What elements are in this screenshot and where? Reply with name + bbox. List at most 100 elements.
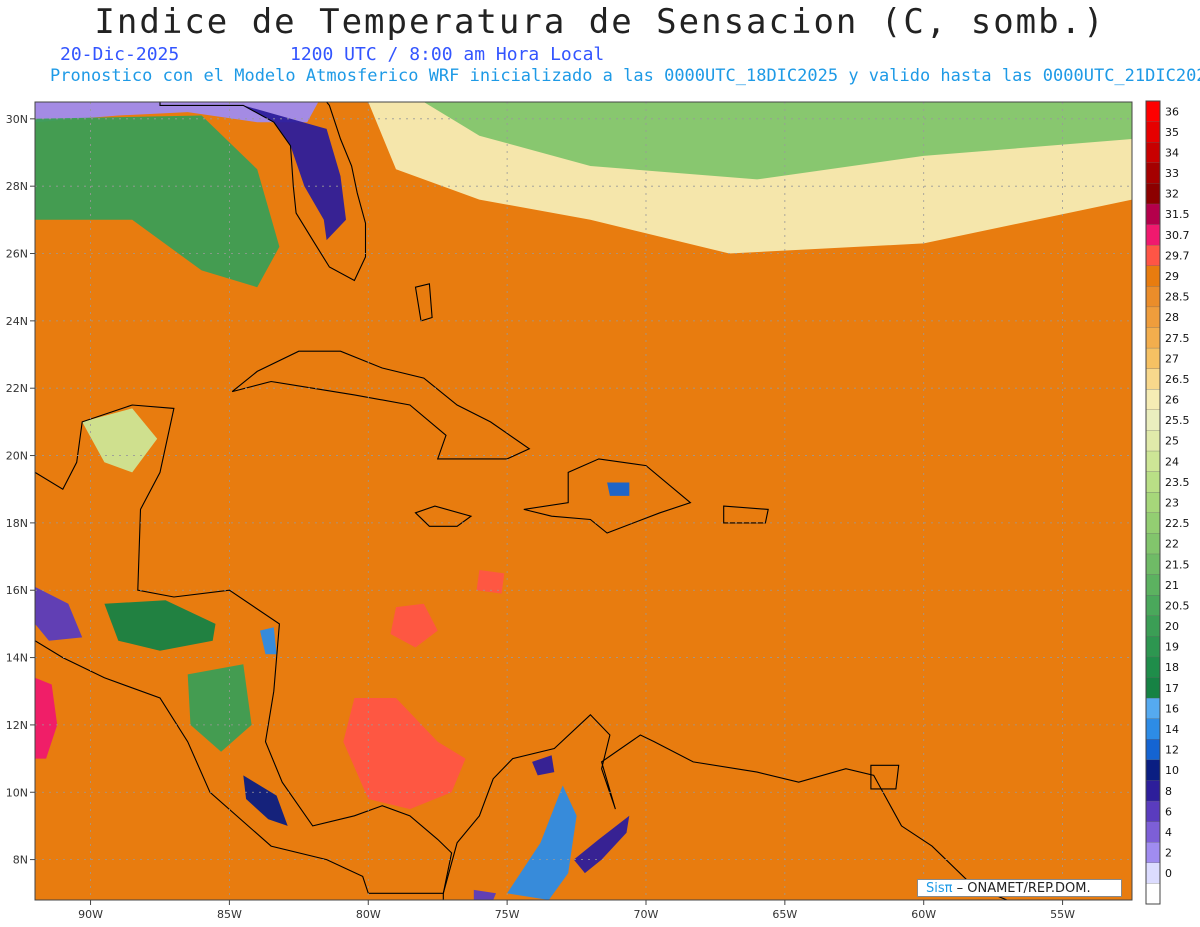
credit-text: – ONAMET/REP.DOM. bbox=[952, 881, 1091, 896]
lon-tick-label: 65W bbox=[772, 908, 797, 921]
lat-tick-label: 16N bbox=[6, 584, 28, 597]
contour-guatemala-cold bbox=[35, 586, 83, 641]
credit-box: Sisπ – ONAMET/REP.DOM. bbox=[917, 879, 1122, 897]
color-swatch bbox=[1145, 595, 1161, 617]
color-scale-label: 34 bbox=[1165, 146, 1179, 159]
color-scale-label: 0 bbox=[1165, 867, 1172, 880]
color-swatch bbox=[1145, 615, 1161, 637]
color-scale-label: 28 bbox=[1165, 311, 1179, 324]
contour-sierra-nevada bbox=[532, 755, 555, 776]
lon-tick-label: 75W bbox=[495, 908, 520, 921]
color-swatch bbox=[1145, 142, 1161, 164]
contour-colombia-andes bbox=[507, 785, 577, 900]
contour-costa-rica-cold bbox=[243, 775, 288, 826]
lat-tick-label: 30N bbox=[6, 113, 28, 126]
color-scale-label: 4 bbox=[1165, 826, 1172, 839]
contour-warm-core-2 bbox=[390, 603, 438, 648]
color-swatch bbox=[1145, 409, 1161, 431]
color-swatch bbox=[1145, 492, 1161, 514]
coastline-jamaica bbox=[414, 505, 473, 527]
color-scale-label: 2 bbox=[1165, 847, 1172, 860]
color-scale-label: 27.5 bbox=[1165, 332, 1190, 345]
color-swatch bbox=[1145, 533, 1161, 555]
color-scale-label: 21.5 bbox=[1165, 558, 1190, 571]
map-frame bbox=[34, 101, 1133, 901]
contour-pacific-warm bbox=[35, 677, 58, 759]
color-scale-label: 26.5 bbox=[1165, 373, 1190, 386]
color-swatch bbox=[1145, 553, 1161, 576]
temperature-field bbox=[35, 102, 1132, 900]
lat-tick-label: 20N bbox=[6, 450, 28, 463]
contour-gulf-cool bbox=[35, 115, 280, 288]
color-swatch bbox=[1145, 162, 1161, 184]
coastline-cuba bbox=[231, 350, 531, 460]
contour-colombia-south bbox=[473, 889, 496, 900]
color-scale-label: 20 bbox=[1165, 620, 1179, 633]
color-swatch bbox=[1145, 430, 1161, 452]
color-scale-label: 17 bbox=[1165, 682, 1179, 695]
color-swatch bbox=[1145, 677, 1161, 699]
color-swatch bbox=[1145, 759, 1161, 781]
coastline-hispaniola bbox=[523, 458, 692, 534]
color-scale-frame bbox=[1145, 100, 1161, 905]
color-swatch bbox=[1145, 183, 1161, 205]
color-scale-label: 20.5 bbox=[1165, 599, 1190, 612]
contour-warm-core-3 bbox=[476, 570, 505, 594]
color-swatch bbox=[1145, 450, 1161, 473]
lat-tick-label: 8N bbox=[13, 854, 28, 867]
color-swatch bbox=[1145, 100, 1161, 123]
contour-atlantic-cool-band-2 bbox=[423, 102, 1132, 180]
color-scale-label: 12 bbox=[1165, 744, 1179, 757]
contour-nicaragua-cool bbox=[187, 664, 252, 752]
contour-honduras-cool bbox=[104, 600, 216, 651]
color-swatch bbox=[1145, 327, 1161, 349]
color-scale-label: 22.5 bbox=[1165, 517, 1190, 530]
color-scale-label: 14 bbox=[1165, 723, 1179, 736]
color-swatch bbox=[1145, 883, 1161, 905]
color-scale-label: 24 bbox=[1165, 455, 1179, 468]
color-swatch bbox=[1145, 821, 1161, 843]
color-scale-label: 29.7 bbox=[1165, 249, 1190, 262]
coastline-trinidad bbox=[870, 764, 900, 790]
color-scale-label: 26 bbox=[1165, 394, 1179, 407]
lat-tick-label: 10N bbox=[6, 786, 28, 799]
coastline-florida bbox=[159, 102, 367, 282]
color-swatch bbox=[1145, 368, 1161, 390]
lon-tick-label: 55W bbox=[1050, 908, 1075, 921]
contour-venezuela-andes bbox=[573, 815, 630, 874]
color-scale: 363534333231.530.729.72928.52827.52726.5… bbox=[1145, 100, 1190, 905]
coastline-central-america bbox=[35, 404, 453, 894]
color-swatch bbox=[1145, 121, 1161, 143]
contour-hispaniola-mountains bbox=[607, 482, 630, 496]
color-swatch bbox=[1145, 244, 1161, 267]
color-scale-label: 23 bbox=[1165, 497, 1179, 510]
coastline-south-america bbox=[442, 714, 1008, 900]
color-swatch bbox=[1145, 306, 1161, 328]
color-swatch bbox=[1145, 203, 1161, 225]
color-swatch bbox=[1145, 697, 1161, 720]
lon-tick-label: 70W bbox=[634, 908, 659, 921]
color-swatch bbox=[1145, 862, 1161, 884]
contour-yucatan-warm bbox=[82, 408, 158, 473]
color-scale-label: 36 bbox=[1165, 105, 1179, 118]
lat-tick-label: 14N bbox=[6, 652, 28, 665]
color-swatch bbox=[1145, 574, 1161, 596]
map-title: Indice de Temperatura de Sensacion (C, s… bbox=[94, 2, 1106, 42]
lat-tick-label: 28N bbox=[6, 180, 28, 193]
color-swatch bbox=[1145, 656, 1161, 678]
map-axes: 90W 85W 80W 75W 70W 65W 60W 55W 8N 10N 12N 14N 16N 18… bbox=[6, 113, 1075, 921]
contour-warm-core-1 bbox=[343, 698, 466, 810]
lat-tick-label: 12N bbox=[6, 719, 28, 732]
color-scale-label: 23.5 bbox=[1165, 476, 1190, 489]
color-scale-label: 31.5 bbox=[1165, 208, 1190, 221]
color-swatch bbox=[1145, 718, 1161, 740]
color-scale-label: 28.5 bbox=[1165, 291, 1190, 304]
color-scale-label: 6 bbox=[1165, 805, 1172, 818]
color-swatch bbox=[1145, 739, 1161, 761]
color-swatch bbox=[1145, 265, 1161, 287]
contour-nicaragua-coast-cool bbox=[260, 627, 277, 655]
color-swatch bbox=[1145, 224, 1161, 246]
lon-tick-label: 60W bbox=[911, 908, 936, 921]
color-scale-label: 25 bbox=[1165, 435, 1179, 448]
